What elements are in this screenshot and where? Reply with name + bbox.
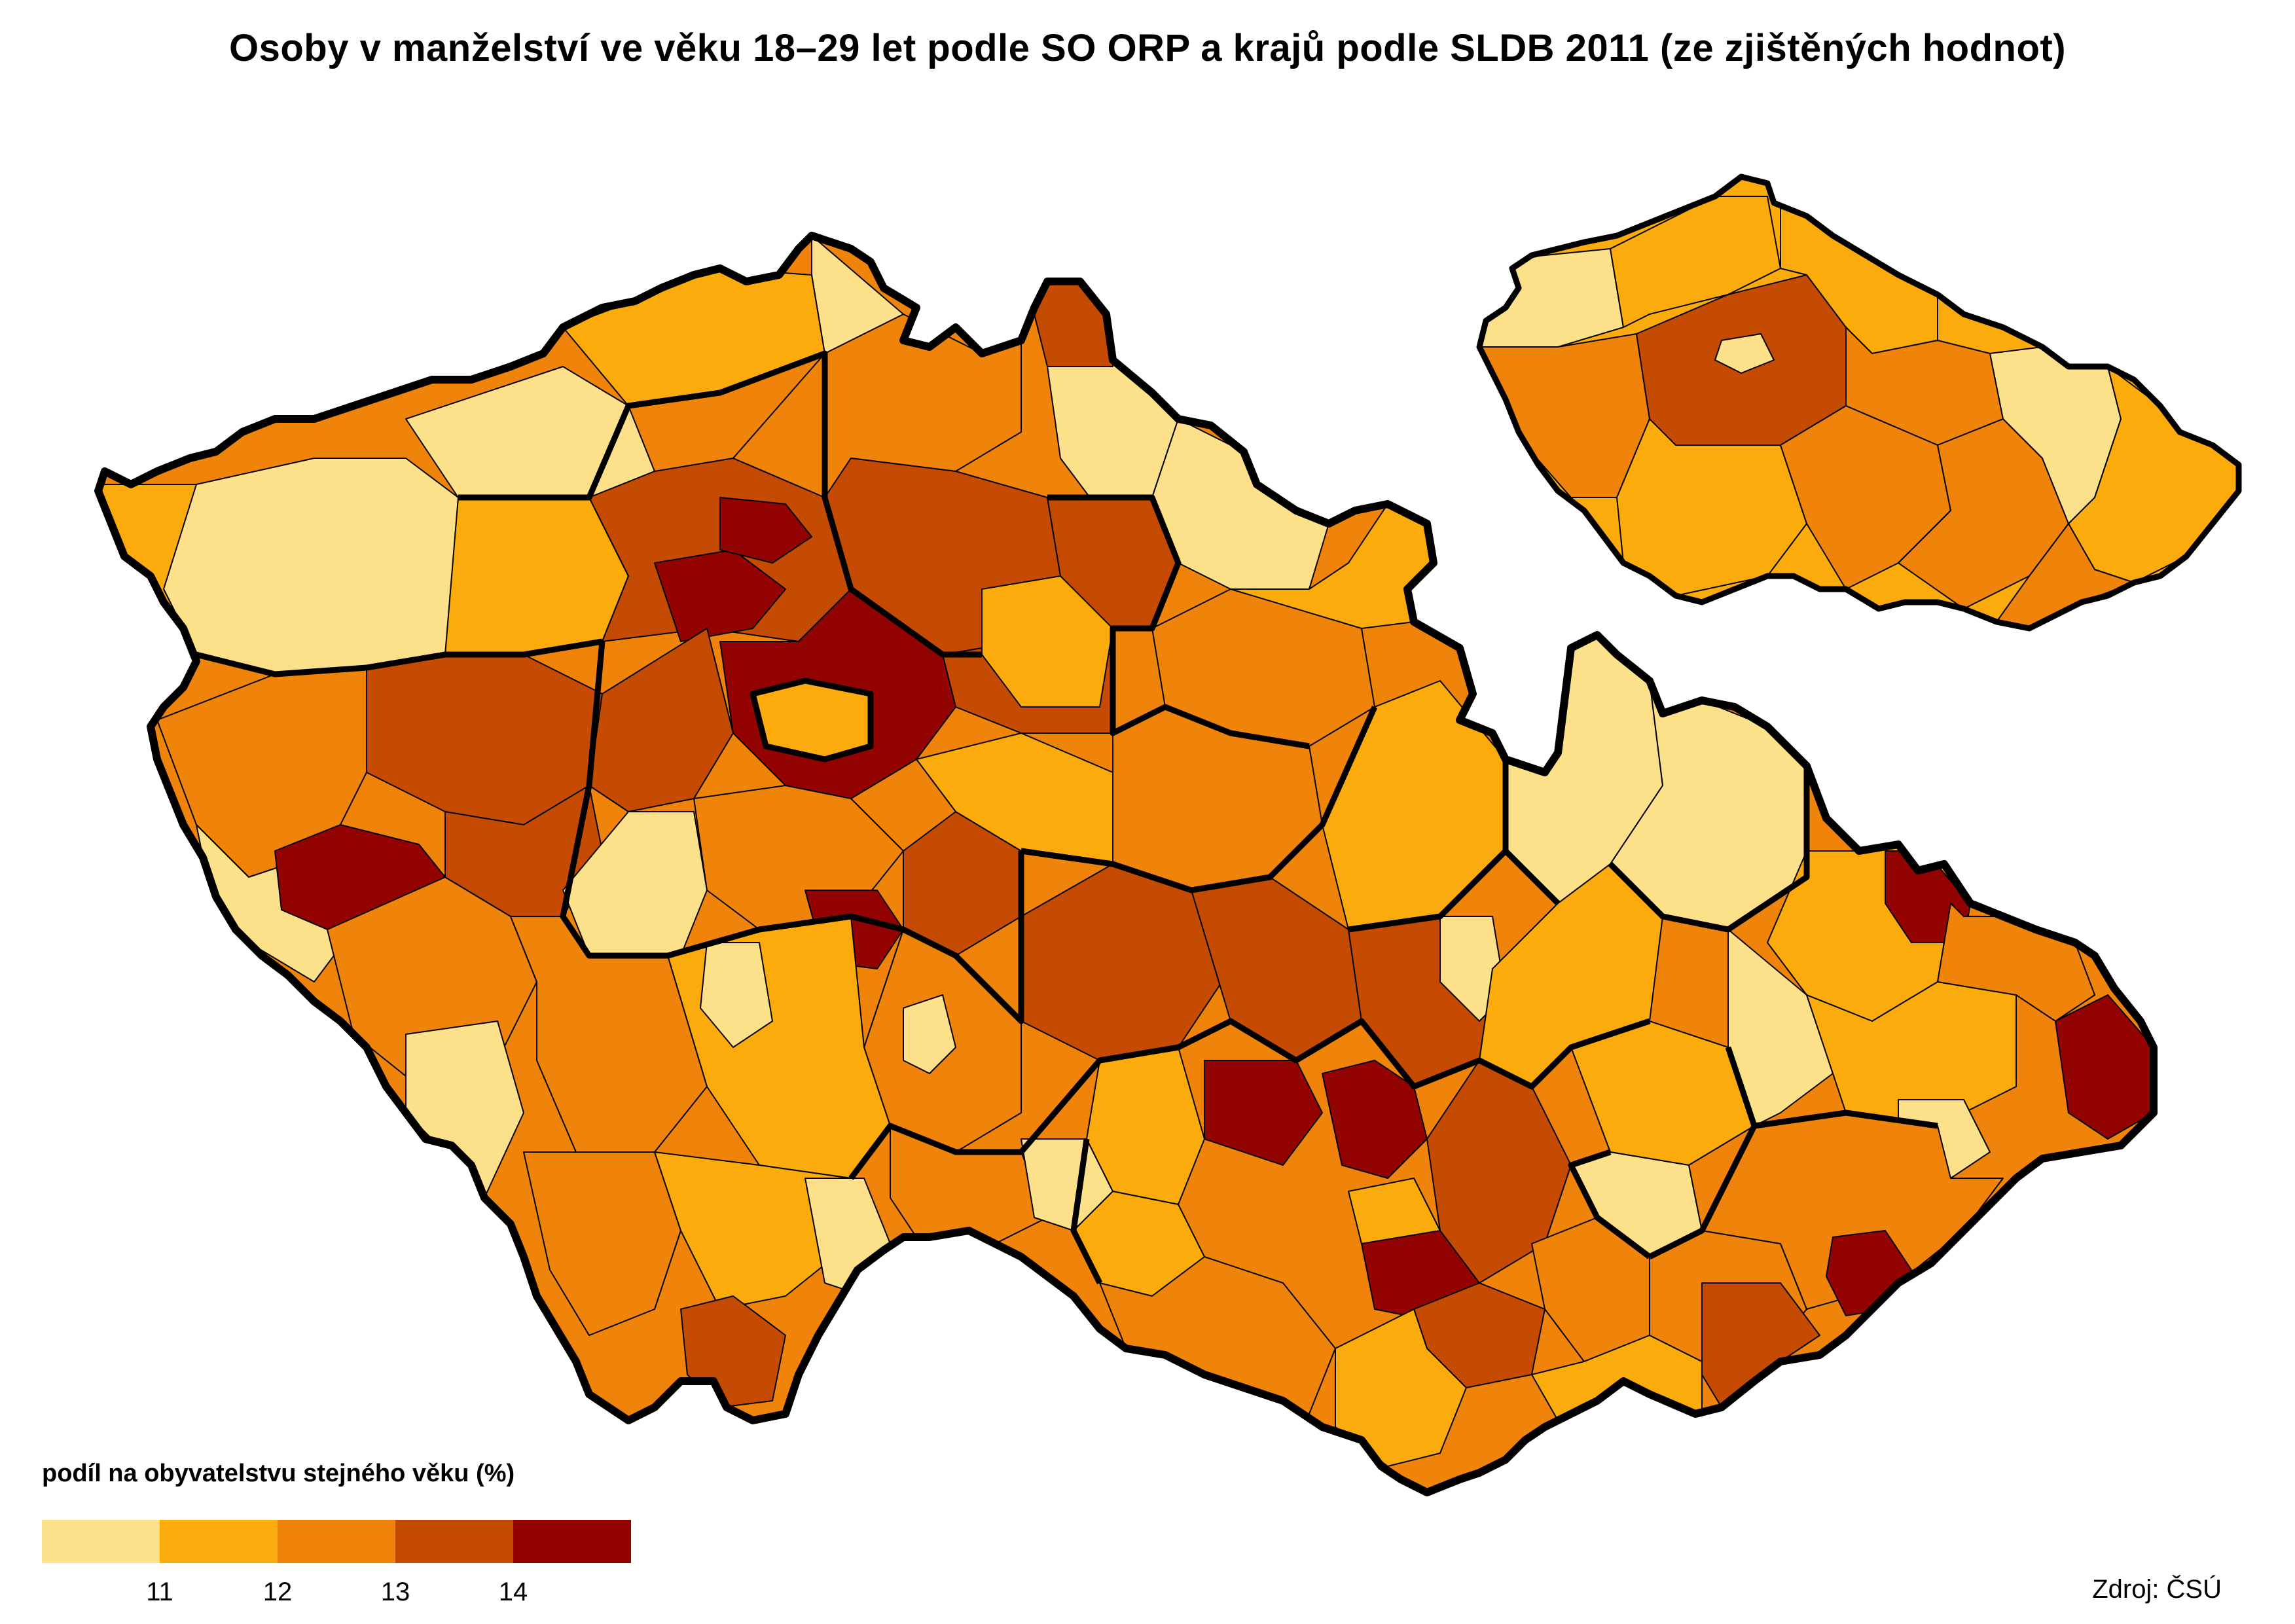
- inset-map: [1476, 173, 2242, 632]
- orp-area: [903, 994, 956, 1074]
- source-note: Zdroj: ČSÚ: [2092, 1575, 2222, 1604]
- orp-area: [654, 549, 786, 642]
- legend-swatch: [513, 1520, 631, 1563]
- country-border: [94, 232, 2158, 1496]
- main-map: [94, 232, 2158, 1496]
- legend-swatch: [42, 1520, 160, 1563]
- legend-title: podíl na obyvatelstvu stejného věku (%): [42, 1460, 515, 1487]
- orp-area: [1806, 981, 2017, 1127]
- inset-region: [1479, 248, 1624, 348]
- inset-border: [1476, 173, 2242, 632]
- region-borders: [195, 350, 1938, 1285]
- legend-color-bar: [42, 1520, 631, 1563]
- legend-swatch: [395, 1520, 513, 1563]
- map-title: Osoby v manželství ve věku 18–29 let pod…: [228, 27, 2067, 69]
- legend-tick-label: 13: [380, 1578, 410, 1606]
- orp-area: [654, 1151, 852, 1310]
- orp-area: [719, 497, 812, 564]
- inset-region: [1610, 196, 1781, 328]
- legend-swatch: [160, 1520, 278, 1563]
- legend-tick-label: 14: [498, 1578, 528, 1606]
- legend-swatch: [278, 1520, 395, 1563]
- inset-region: [1479, 333, 1650, 498]
- orp-area: [523, 1151, 681, 1336]
- orp-area: [1204, 1060, 1323, 1166]
- legend-tick-label: 11: [146, 1578, 173, 1606]
- legend-tick-label: 12: [262, 1578, 293, 1606]
- inset-region: [1714, 333, 1775, 374]
- orp-area: [700, 942, 773, 1048]
- orp-area: [2055, 994, 2154, 1140]
